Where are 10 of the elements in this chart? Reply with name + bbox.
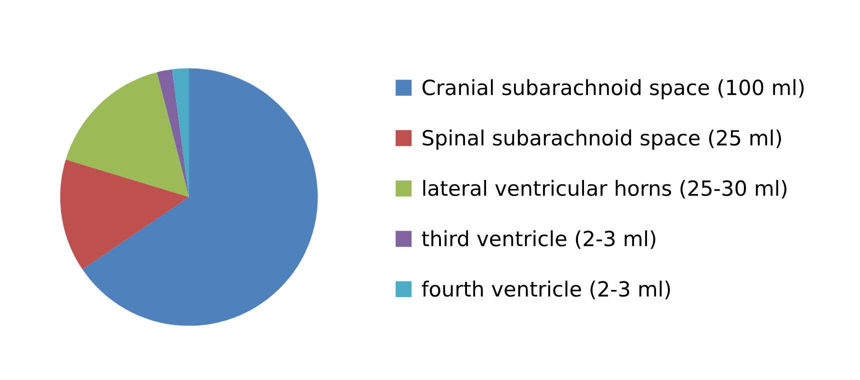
legend-label: fourth ventricle (2-3 ml) <box>422 280 670 300</box>
pie-slice <box>60 160 189 270</box>
legend-label: lateral ventricular horns (25-30 ml) <box>423 180 786 198</box>
pie-slice <box>82 68 318 326</box>
legend-label: Cranial subarachnoid space (100 ml) <box>422 79 804 100</box>
pie-slice <box>156 69 189 197</box>
legend-label: Spinal subarachnoid space (25 ml) <box>422 130 781 150</box>
pie-slice <box>172 68 189 197</box>
pie-slice <box>66 72 189 197</box>
legend-label: third ventricle (2-3 ml) <box>422 230 656 249</box>
